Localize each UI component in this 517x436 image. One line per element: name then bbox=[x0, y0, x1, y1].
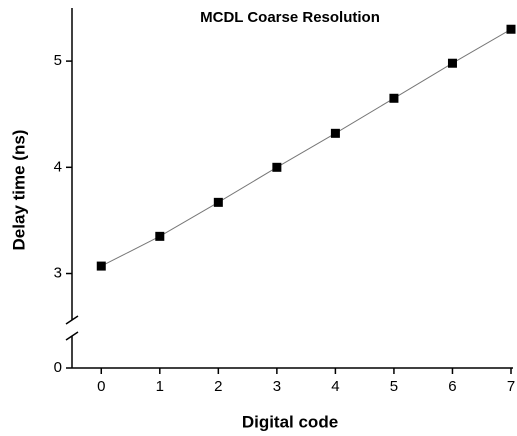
axis-break bbox=[65, 331, 79, 341]
y-axis-label: Delay time (ns) bbox=[9, 130, 28, 251]
x-tick-label: 6 bbox=[448, 378, 456, 395]
x-tick-label: 5 bbox=[390, 378, 398, 395]
x-tick-label: 1 bbox=[156, 378, 164, 395]
y-tick-label: 4 bbox=[54, 158, 62, 175]
axis-break bbox=[65, 315, 79, 325]
x-tick-label: 2 bbox=[214, 378, 222, 395]
data-point bbox=[272, 162, 282, 172]
y-tick-label: 3 bbox=[54, 264, 62, 281]
y-tick-label: 5 bbox=[54, 52, 62, 69]
data-point bbox=[506, 24, 516, 34]
chart-title: MCDL Coarse Resolution bbox=[200, 9, 380, 26]
data-point bbox=[96, 261, 106, 271]
x-tick-label: 7 bbox=[507, 378, 515, 395]
data-point bbox=[155, 231, 165, 241]
x-axis-label: Digital code bbox=[242, 412, 338, 431]
data-point bbox=[213, 197, 223, 207]
data-point bbox=[330, 128, 340, 138]
x-tick-label: 4 bbox=[331, 378, 339, 395]
x-tick-label: 3 bbox=[273, 378, 281, 395]
x-tick-label: 0 bbox=[97, 378, 105, 395]
data-point bbox=[447, 58, 457, 68]
series-line bbox=[101, 28, 512, 267]
data-point bbox=[389, 93, 399, 103]
y-tick-label: 0 bbox=[54, 359, 62, 376]
